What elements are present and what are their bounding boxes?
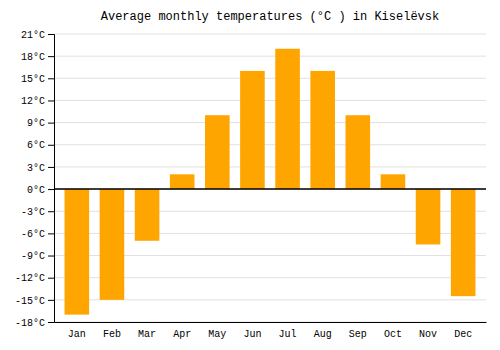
- bar: [416, 189, 441, 244]
- y-tick-label: 21°C: [21, 30, 45, 41]
- y-tick-label: 12°C: [21, 96, 45, 107]
- x-tick-label: Jun: [243, 329, 261, 340]
- y-axis: -18°C -15°C -12°C -9°C -6°C -3°C 0°C 3°C 6°C 9°C 1…: [15, 30, 55, 329]
- y-tick-label: 9°C: [27, 118, 45, 129]
- x-tick: Sep: [349, 329, 367, 340]
- x-tick: Dec: [454, 329, 472, 340]
- y-tick-mark: [48, 189, 54, 190]
- x-tick-label: May: [208, 329, 226, 340]
- x-axis-line: [55, 322, 487, 323]
- y-tick: 15°C: [21, 74, 54, 85]
- x-tick: May: [208, 329, 226, 340]
- y-tick-mark: [48, 300, 54, 301]
- grid-line: [54, 166, 486, 167]
- bars: [65, 49, 476, 315]
- y-tick: 21°C: [21, 30, 54, 41]
- y-tick: -9°C: [21, 251, 54, 262]
- x-tick: Mar: [138, 329, 156, 340]
- y-tick: 12°C: [21, 96, 54, 107]
- grid: [54, 34, 486, 322]
- grid-line: [54, 189, 486, 190]
- grid-line: [54, 34, 486, 35]
- y-tick-mark: [48, 34, 54, 35]
- bar: [275, 49, 300, 189]
- bar: [381, 174, 406, 189]
- zero-line: [54, 188, 486, 190]
- y-tick: -18°C: [15, 318, 54, 329]
- x-tick: Jan: [68, 329, 86, 340]
- chart-container: -18°C -15°C -12°C -9°C -6°C -3°C 0°C 3°C 6°C 9°C 1…: [0, 0, 500, 350]
- x-tick-label: Jul: [279, 329, 297, 340]
- y-tick: -3°C: [21, 207, 54, 218]
- x-tick-label: Jan: [68, 329, 86, 340]
- x-tick: Oct: [384, 329, 402, 340]
- y-tick-mark: [48, 322, 54, 323]
- y-tick-label: 0°C: [27, 185, 45, 196]
- y-tick-mark: [48, 256, 54, 257]
- x-tick: Apr: [173, 329, 191, 340]
- x-tick: Jul: [279, 329, 297, 340]
- y-tick: -15°C: [15, 296, 54, 307]
- bar: [310, 71, 335, 189]
- y-tick-mark: [48, 278, 54, 279]
- y-tick-label: -6°C: [21, 229, 45, 240]
- bar: [135, 189, 160, 241]
- y-tick: -12°C: [15, 273, 54, 284]
- x-axis: Jan Feb Mar Apr May Jun Jul Aug Sep Oct Nov Dec: [55, 323, 487, 341]
- bar: [205, 115, 230, 189]
- bar: [346, 115, 371, 189]
- x-tick-label: Nov: [419, 329, 437, 340]
- bar: [451, 189, 476, 296]
- x-tick-label: Feb: [103, 329, 121, 340]
- y-tick-mark: [48, 233, 54, 234]
- y-tick-mark: [48, 100, 54, 101]
- grid-line: [54, 56, 486, 57]
- y-tick-label: -9°C: [21, 251, 45, 262]
- x-tick-label: Oct: [384, 329, 402, 340]
- x-tick: Nov: [419, 329, 437, 340]
- y-tick-mark: [48, 145, 54, 146]
- y-tick-label: -15°C: [15, 296, 45, 307]
- x-tick-label: Apr: [173, 329, 191, 340]
- bar: [170, 174, 195, 189]
- x-tick: Jun: [243, 329, 261, 340]
- bar: [100, 189, 125, 300]
- plot: -18°C -15°C -12°C -9°C -6°C -3°C 0°C 3°C 6°C 9°C 1…: [15, 30, 487, 340]
- y-tick-label: 15°C: [21, 74, 45, 85]
- grid-line: [54, 122, 486, 123]
- y-tick-mark: [48, 211, 54, 212]
- x-tick: Feb: [103, 329, 121, 340]
- y-tick-label: 6°C: [27, 140, 45, 151]
- bar: [65, 189, 90, 315]
- y-tick: 18°C: [21, 52, 54, 63]
- y-tick-label: 3°C: [27, 163, 45, 174]
- y-tick: 9°C: [27, 118, 54, 129]
- y-tick-mark: [48, 167, 54, 168]
- grid-line: [54, 144, 486, 145]
- y-tick-label: -3°C: [21, 207, 45, 218]
- chart-svg: -18°C -15°C -12°C -9°C -6°C -3°C 0°C 3°C 6°C 9°C 1…: [0, 0, 500, 350]
- grid-line: [54, 78, 486, 79]
- title: Average monthly temperatures (°C ) in Ki…: [101, 10, 439, 24]
- y-tick: 3°C: [27, 163, 54, 174]
- y-tick-label: -12°C: [15, 273, 45, 284]
- y-tick-mark: [48, 123, 54, 124]
- grid-line: [54, 100, 486, 101]
- x-tick-label: Aug: [314, 329, 332, 340]
- grid-line: [54, 322, 486, 323]
- x-tick-label: Mar: [138, 329, 156, 340]
- y-tick-mark: [48, 56, 54, 57]
- y-tick-label: 18°C: [21, 52, 45, 63]
- x-tick-label: Sep: [349, 329, 367, 340]
- x-tick: Aug: [314, 329, 332, 340]
- y-tick-label: -18°C: [15, 318, 45, 329]
- y-axis-line: [48, 35, 55, 323]
- bar: [240, 71, 265, 189]
- y-tick: -6°C: [21, 229, 54, 240]
- y-tick: 0°C: [27, 185, 54, 196]
- y-tick: 6°C: [27, 140, 54, 151]
- y-tick-mark: [48, 78, 54, 79]
- x-tick-label: Dec: [454, 329, 472, 340]
